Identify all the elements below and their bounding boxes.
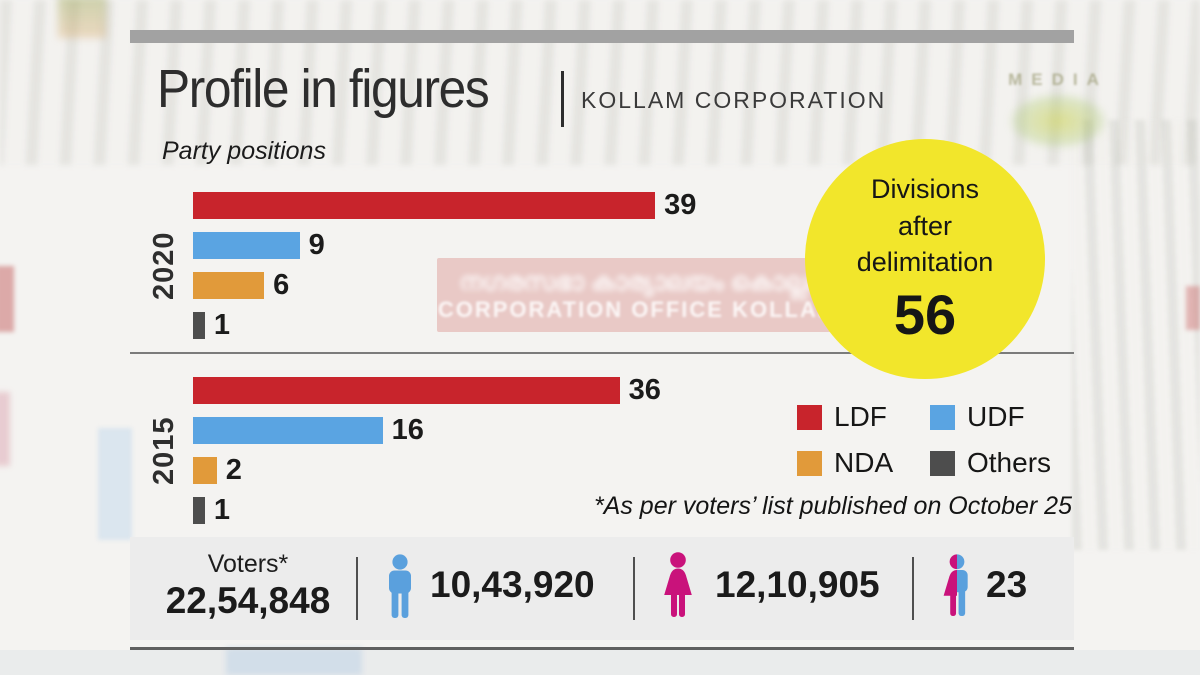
year-label-2015: 2015 — [148, 416, 180, 485]
watermark-logo-blob — [1010, 94, 1106, 148]
section-divider-line — [130, 352, 1074, 354]
legend-item-udf: UDF — [930, 401, 1051, 433]
bar-value: 16 — [391, 414, 424, 446]
background-pink-blob — [0, 392, 10, 466]
bar-nda-2020 — [193, 272, 265, 299]
legend-swatch-ldf — [797, 404, 822, 430]
bar-row: 9 — [193, 229, 753, 261]
background-blue-box — [98, 428, 132, 540]
badge-text-line: delimitation — [856, 247, 994, 278]
bar-value: 2 — [225, 454, 242, 486]
background-red-blob — [0, 266, 14, 332]
bar-ldf-2015 — [193, 377, 620, 404]
organisation-name: KOLLAM CORPORATION — [581, 87, 887, 113]
voters-total-value: 22,54,848 — [165, 580, 331, 621]
bar-others-2015 — [193, 497, 205, 524]
divisions-badge: Divisions after delimitation 56 — [805, 139, 1045, 379]
background-flag-blob — [58, 0, 106, 38]
footnote: *As per voters’ list published on Octobe… — [593, 492, 1072, 520]
badge-value: 56 — [893, 283, 957, 347]
bar-row: 1 — [193, 309, 753, 341]
bar-row: 16 — [193, 414, 753, 446]
badge-text-line: Divisions — [870, 173, 980, 204]
legend-swatch-others — [930, 450, 955, 476]
background-bottom-wash — [0, 650, 1200, 675]
panel-divider — [356, 557, 358, 620]
legend-label: Others — [967, 447, 1052, 478]
voters-label: Voters* — [207, 550, 289, 578]
watermark-text: MEDIA — [1008, 70, 1108, 89]
background-trees-right — [1072, 120, 1200, 550]
bar-row: 2 — [193, 454, 753, 486]
bar-group-2015: 36 16 2 1 — [193, 374, 753, 537]
female-voters-count: 12,10,905 — [715, 564, 880, 605]
bar-row: 1 — [193, 494, 753, 526]
bar-value: 1 — [213, 494, 230, 526]
legend-label: NDA — [834, 447, 894, 478]
top-divider-bar — [130, 30, 1074, 43]
transgender-icon — [943, 554, 968, 617]
chart-title: Party positions — [162, 137, 326, 165]
bottom-divider-line — [130, 647, 1074, 650]
legend-item-others: Others — [930, 447, 1051, 479]
background-media-watermark: MEDIA — [1000, 70, 1116, 148]
badge-text-line: after — [897, 210, 953, 241]
legend-swatch-udf — [930, 404, 955, 430]
panel-divider — [912, 557, 914, 620]
bar-others-2020 — [193, 312, 205, 339]
bar-udf-2015 — [193, 417, 383, 444]
legend-item-nda: NDA — [797, 447, 930, 479]
voters-total-block: Voters* 22,54,848 — [152, 550, 344, 622]
bar-group-2020: 39 9 6 1 — [193, 189, 753, 352]
bar-value: 9 — [308, 229, 325, 261]
female-icon — [664, 552, 692, 617]
bar-value: 39 — [664, 189, 697, 221]
background-blue-strip — [226, 648, 362, 675]
bar-nda-2015 — [193, 457, 217, 484]
background-red-blob-right — [1186, 286, 1200, 330]
male-voters-count: 10,43,920 — [430, 564, 595, 605]
male-icon — [389, 554, 411, 618]
bar-row: 36 — [193, 374, 753, 406]
legend-item-ldf: LDF — [797, 401, 930, 433]
legend-swatch-nda — [797, 450, 822, 476]
transgender-voters-count: 23 — [986, 564, 1028, 605]
legend-label: LDF — [834, 401, 887, 432]
page-title: Profile in figures — [157, 59, 490, 119]
bar-ldf-2020 — [193, 192, 656, 219]
bar-value: 1 — [213, 309, 230, 341]
bar-row: 39 — [193, 189, 753, 221]
panel-divider — [633, 557, 635, 620]
title-separator — [561, 71, 564, 127]
bar-udf-2020 — [193, 232, 300, 259]
bar-value: 6 — [273, 269, 290, 301]
voters-panel: Voters* 22,54,848 10,43,920 12,10,905 — [130, 537, 1074, 640]
year-label-2020: 2020 — [148, 231, 180, 300]
chart-legend: LDF UDF NDA Others — [797, 401, 1051, 479]
bar-value: 36 — [628, 374, 661, 406]
bar-row: 6 — [193, 269, 753, 301]
legend-label: UDF — [967, 401, 1025, 432]
